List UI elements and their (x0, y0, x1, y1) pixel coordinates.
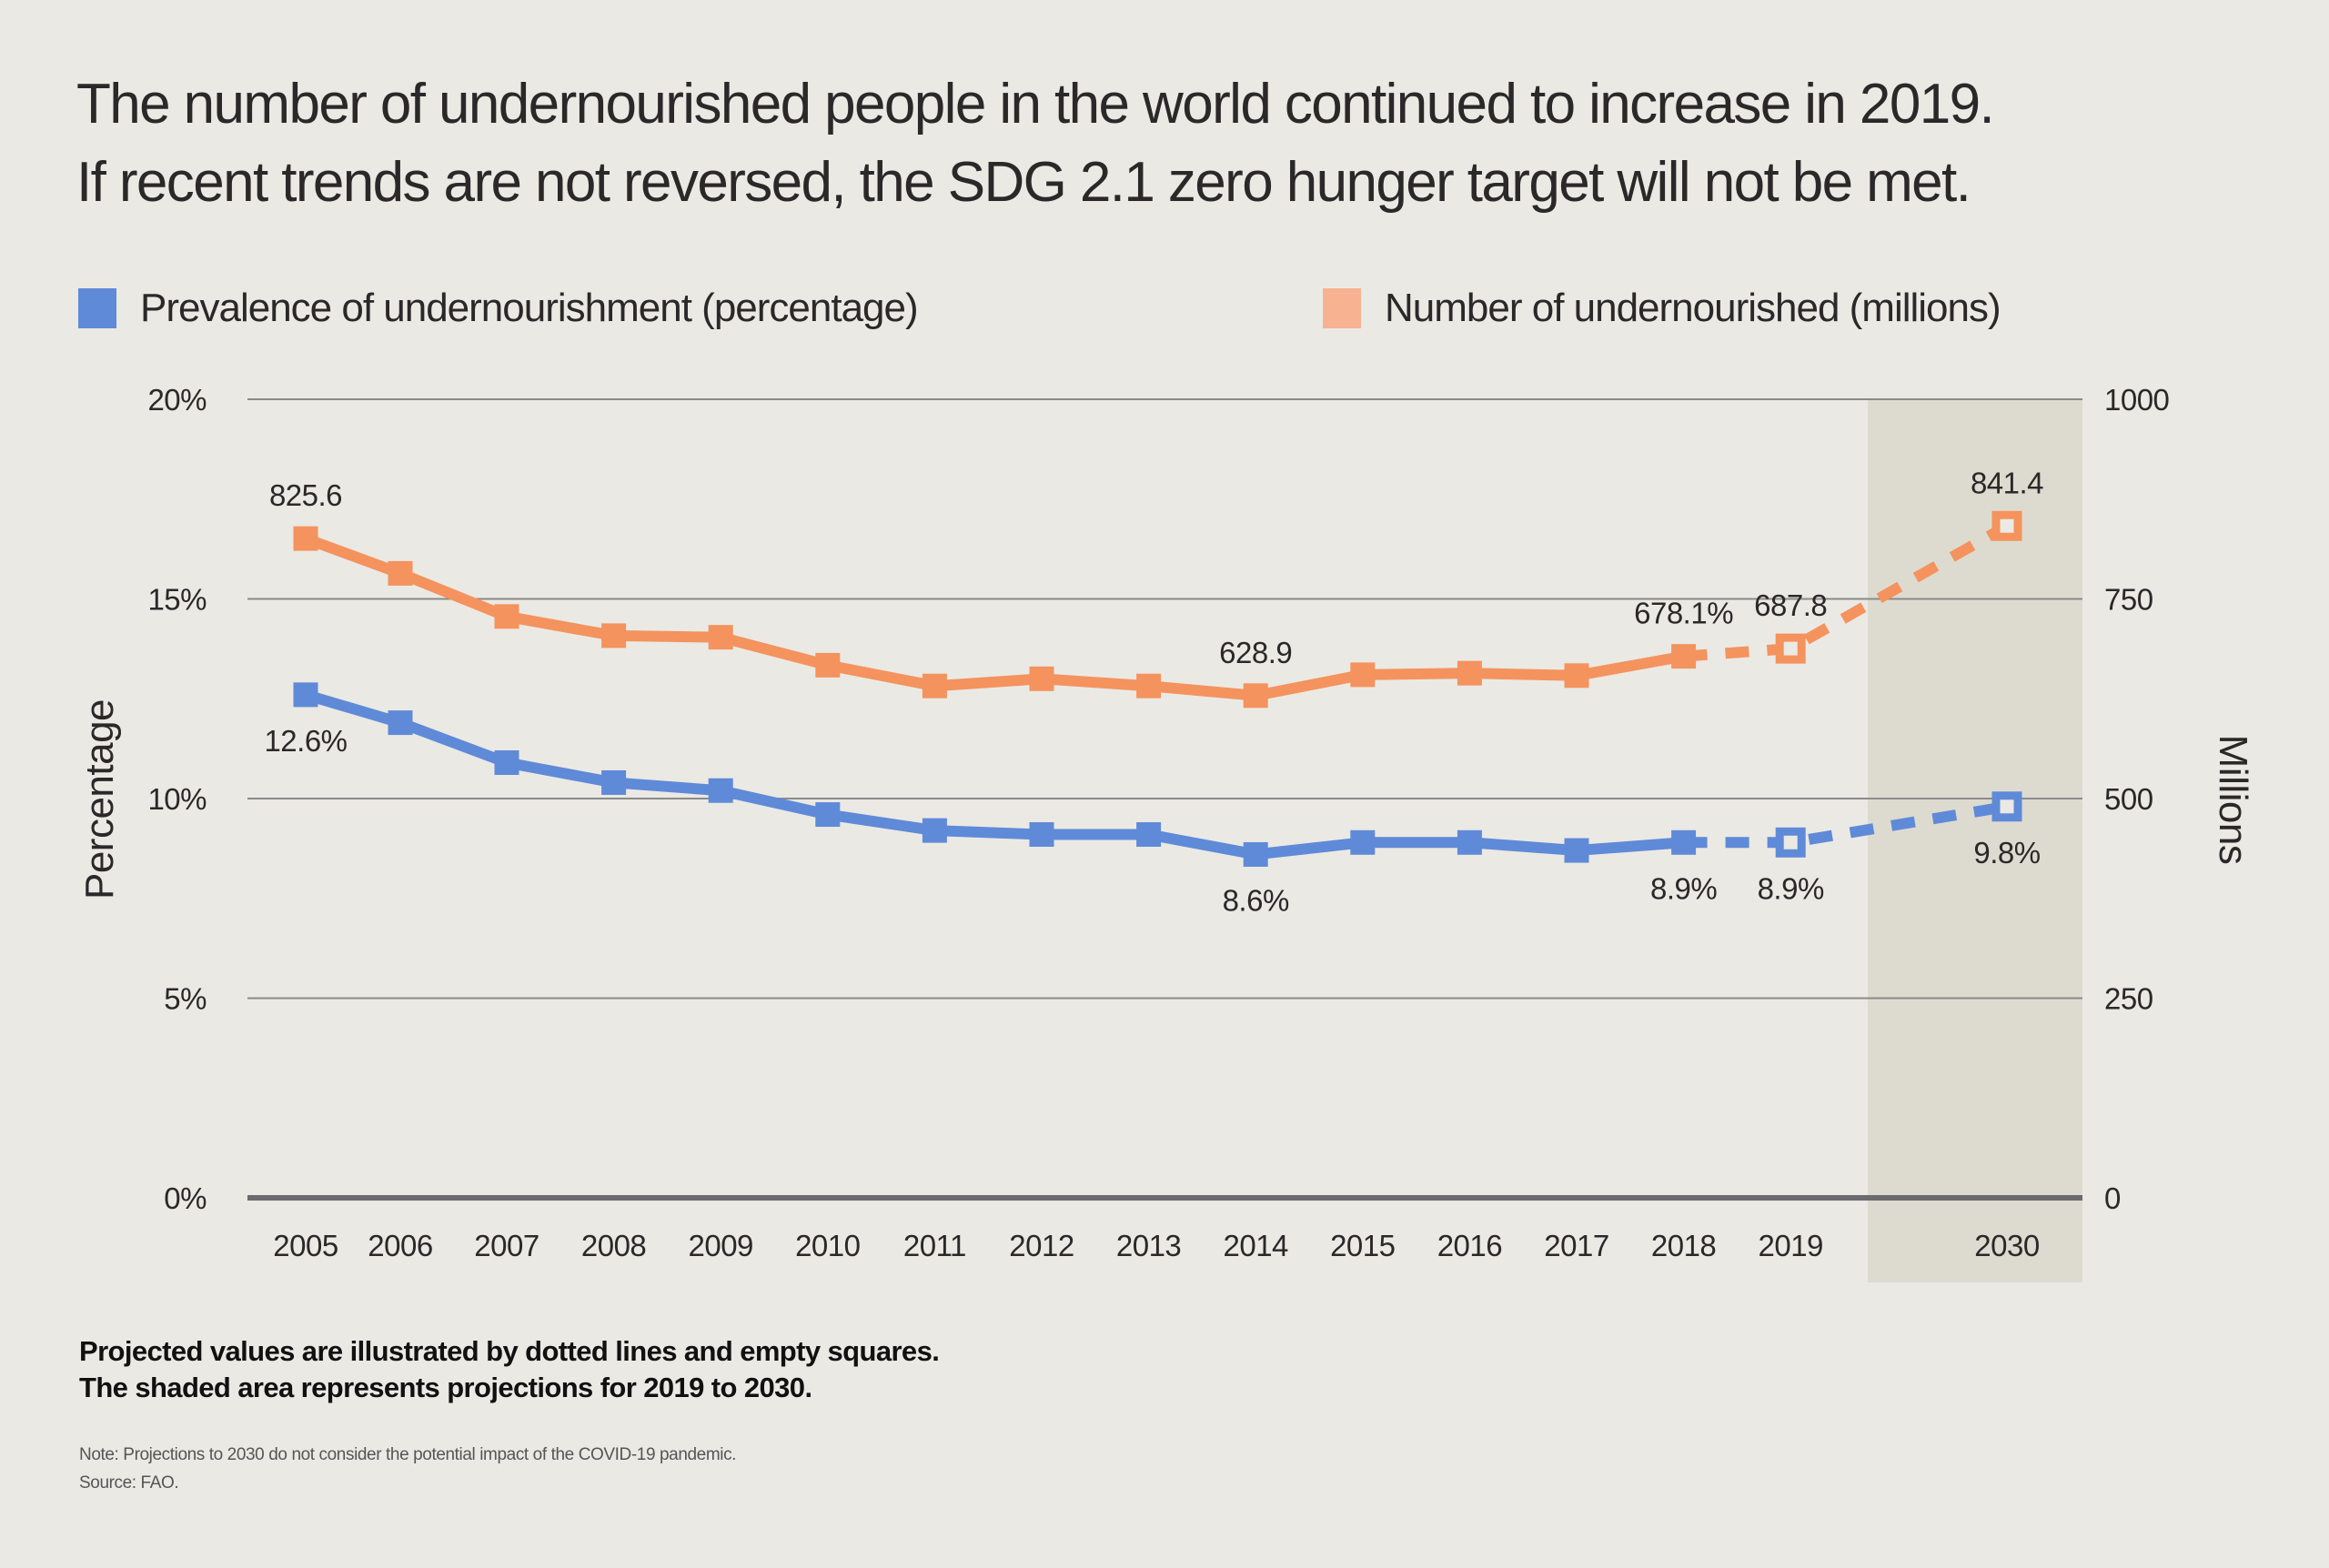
right-axis-tick-label: 750 (2104, 583, 2153, 617)
data-point-marker-projected (1775, 827, 1806, 858)
data-label: 678.1% (1634, 597, 1733, 630)
right-axis-tick-label: 500 (2104, 782, 2153, 816)
x-axis-tick-label: 2019 (1758, 1229, 1822, 1262)
legend-swatch-prevalence (78, 288, 116, 328)
explanation-line-1: Projected values are illustrated by dott… (79, 1335, 940, 1367)
data-point-marker (1350, 662, 1376, 688)
data-point-marker (1457, 829, 1482, 855)
data-label: 687.8 (1754, 588, 1827, 622)
series-layer (293, 510, 2022, 867)
footnotes: Note: Projections to 2030 do not conside… (79, 1441, 736, 1497)
data-point-marker (293, 682, 318, 708)
series-line-observed (303, 533, 1685, 701)
right-axis-title: Millions (2211, 735, 2255, 865)
legend-item-prevalence: Prevalence of undernourishment (percenta… (78, 284, 919, 333)
x-axis-tick-label: 2007 (474, 1229, 539, 1262)
data-point-marker (1136, 822, 1162, 848)
left-axis-tick-label: 0% (164, 1181, 207, 1215)
series-number (293, 510, 2022, 709)
data-label: 8.9% (1758, 871, 1824, 905)
x-axis-tick-label: 2014 (1223, 1229, 1288, 1262)
projection-shaded-area-layer (1868, 399, 2082, 1282)
x-axis-tick-label: 2016 (1437, 1229, 1502, 1262)
x-axis-tick-label: 2012 (1009, 1229, 1074, 1262)
data-point-marker (1243, 683, 1268, 709)
data-point-marker (1350, 829, 1376, 855)
source-text: Source: FAO. (79, 1473, 179, 1493)
title-line-2: If recent trends are not reversed, the S… (76, 151, 1971, 214)
data-point-marker (815, 802, 841, 828)
data-point-marker (494, 604, 519, 629)
data-point-marker (922, 673, 947, 699)
data-point-marker (1564, 838, 1589, 863)
data-point-marker (1243, 841, 1268, 867)
data-label: 841.4 (1971, 466, 2043, 499)
legend-label-number: Number of undernourished (millions) (1385, 286, 2001, 330)
data-label: 9.8% (1973, 836, 2040, 869)
x-axis-tick-label: 2006 (368, 1229, 432, 1262)
explanation-line-2: The shaded area represents projections f… (79, 1372, 812, 1403)
data-point-marker-projected (1775, 633, 1806, 664)
data-point-marker (1136, 673, 1162, 699)
note-text: Note: Projections to 2030 do not conside… (79, 1445, 737, 1464)
data-point-marker (494, 749, 519, 775)
data-point-marker (388, 560, 413, 586)
x-axis-tick-label: 2015 (1330, 1229, 1395, 1262)
x-axis-tick-label: 2011 (903, 1229, 966, 1262)
x-axis-tick-label: 2013 (1116, 1229, 1181, 1262)
data-point-marker (815, 652, 841, 678)
x-axis-tick-label: 2005 (273, 1229, 338, 1262)
data-point-marker-projected (1991, 791, 2022, 822)
data-point-marker (1564, 663, 1589, 689)
right-axis-tick-label: 1000 (2104, 383, 2170, 417)
data-label: 825.6 (269, 478, 342, 512)
data-point-marker-projected (1991, 510, 2022, 541)
x-axis-tick-label: 2017 (1544, 1229, 1608, 1262)
data-point-marker (601, 623, 627, 648)
x-axis-tick-label: 2018 (1651, 1229, 1716, 1262)
projection-explanation: Projected values are illustrated by dott… (79, 1333, 940, 1406)
left-axis-title: Percentage (77, 699, 122, 900)
data-label: 628.9 (1219, 636, 1292, 669)
legend-item-number: Number of undernourished (millions) (1323, 284, 2001, 333)
data-label: 12.6% (264, 724, 347, 758)
left-axis-tick-label: 10% (147, 782, 207, 816)
data-point-marker (388, 710, 413, 736)
left-axis-tick-label: 20% (147, 383, 207, 417)
x-axis-tick-label: 2009 (688, 1229, 752, 1262)
series-prevalence (293, 682, 2022, 867)
data-point-marker (1457, 660, 1482, 686)
x-axis-tick-label: 2010 (795, 1229, 861, 1262)
title-line-1: The number of undernourished people in t… (76, 73, 1995, 136)
left-axis-ticks: 0% 5% 10% 15% 20% (147, 383, 207, 1215)
data-labels: 12.6% 8.6% 8.9% 8.9% 9.8% 825.6 628.9 678.1% 687… (264, 466, 2043, 917)
legend-label-prevalence: Prevalence of undernourishment (percenta… (140, 286, 919, 330)
data-point-marker (1671, 644, 1697, 669)
data-label: 8.6% (1223, 883, 1289, 917)
x-axis-tick-label: 2030 (1974, 1229, 2040, 1262)
right-axis-tick-label: 250 (2104, 982, 2153, 1016)
data-point-marker (708, 778, 733, 803)
projection-shaded-area (1868, 399, 2082, 1282)
gridlines (247, 398, 2082, 1201)
left-axis-tick-label: 5% (164, 982, 207, 1016)
data-label: 8.9% (1650, 871, 1717, 905)
right-axis-ticks: 0 250 500 750 1000 (2104, 383, 2170, 1215)
legend-swatch-number (1323, 288, 1361, 328)
x-axis-ticks: 2005 2006 2007 2008 2009 2010 2011 2012 2013 2014… (273, 1229, 2040, 1262)
data-point-marker (1029, 666, 1054, 691)
data-point-marker (1029, 822, 1054, 848)
left-axis-tick-label: 15% (147, 583, 207, 617)
data-point-marker (922, 818, 947, 843)
chart-title: The number of undernourished people in t… (76, 65, 2296, 222)
data-point-marker (1671, 829, 1697, 855)
right-axis-tick-label: 0 (2104, 1181, 2121, 1215)
data-point-marker (601, 769, 627, 795)
data-point-marker (293, 526, 318, 551)
data-point-marker (708, 625, 733, 650)
x-axis-tick-label: 2008 (581, 1229, 646, 1262)
series-line-observed (304, 689, 1685, 860)
